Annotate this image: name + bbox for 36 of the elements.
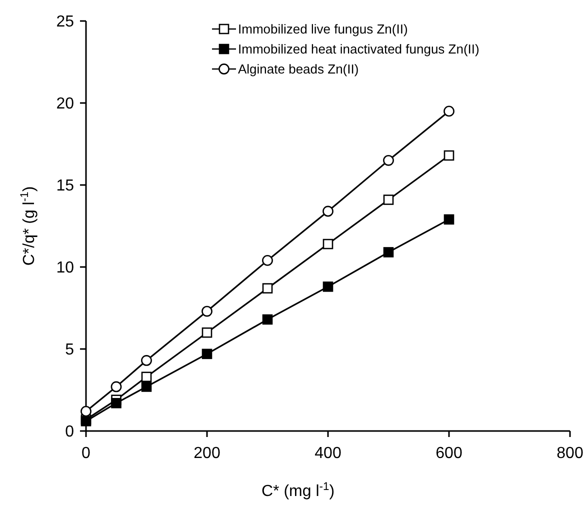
x-tick-label: 400 [314, 445, 342, 462]
y-tick-label: 25 [56, 14, 74, 31]
x-axis-title: C* (mg l$^{-1}$) [261, 481, 335, 500]
point [80, 406, 92, 417]
point [202, 306, 212, 317]
y-tick-label: 15 [56, 178, 74, 195]
point [141, 372, 152, 382]
legend-label: Immobilized live fungus Zn(II) [238, 22, 408, 37]
x-tick-label: 600 [436, 445, 462, 462]
point [110, 381, 122, 392]
point [322, 282, 334, 292]
y-tick-label: 20 [56, 96, 74, 113]
x-tick-label: 0 [82, 445, 91, 462]
point [444, 150, 454, 161]
point [444, 106, 454, 117]
y-tick-label: 10 [56, 260, 74, 277]
point [322, 238, 334, 250]
point [141, 382, 152, 392]
x-tick-label: 200 [194, 445, 220, 462]
point [444, 214, 454, 225]
x-tick-label: 800 [556, 445, 584, 462]
y-tick-label: 5 [65, 342, 74, 359]
point [383, 194, 394, 205]
point [202, 348, 212, 360]
point [383, 154, 394, 166]
point [202, 327, 212, 338]
y-tick-label: 0 [65, 424, 74, 441]
legend-label: Alginate beads Zn(II) [238, 62, 359, 77]
point [262, 254, 273, 266]
point [262, 314, 273, 325]
legend-label: Immobilized heat inactivated fungus Zn(II) [238, 42, 480, 57]
point [262, 283, 273, 294]
point [111, 398, 122, 408]
point [141, 355, 152, 366]
point [322, 206, 334, 217]
point [383, 247, 394, 258]
